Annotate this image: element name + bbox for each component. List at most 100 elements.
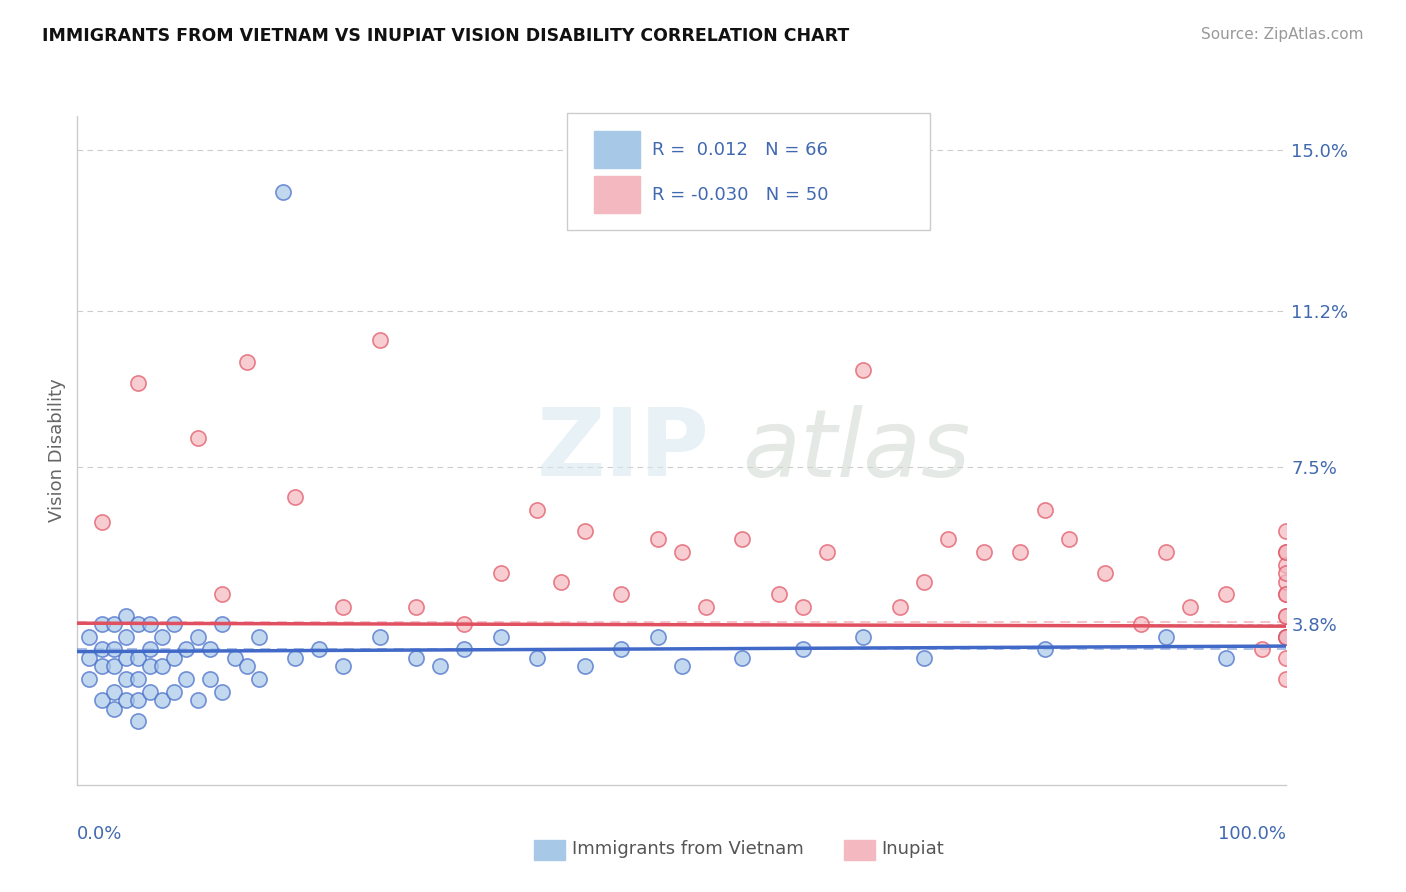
Point: [332, 659, 354, 673]
Point: [1275, 608, 1298, 623]
Point: [671, 545, 693, 559]
Point: [114, 630, 136, 644]
Point: [211, 617, 233, 632]
Text: 0.0%: 0.0%: [77, 825, 122, 843]
Point: [912, 574, 935, 589]
Point: [1215, 651, 1237, 665]
Point: [332, 600, 354, 615]
Point: [1275, 651, 1298, 665]
Point: [90, 659, 112, 673]
Point: [90, 642, 112, 657]
Point: [163, 651, 186, 665]
Point: [610, 587, 633, 601]
Point: [1154, 545, 1177, 559]
FancyBboxPatch shape: [567, 112, 929, 230]
Point: [127, 714, 149, 729]
Point: [247, 630, 270, 644]
Point: [574, 524, 596, 538]
Point: [103, 685, 125, 699]
Point: [647, 533, 669, 547]
Point: [1275, 587, 1298, 601]
Point: [1057, 533, 1080, 547]
Point: [574, 659, 596, 673]
Point: [610, 642, 633, 657]
Point: [768, 587, 790, 601]
Point: [79, 672, 101, 686]
Point: [792, 642, 814, 657]
Point: [1275, 587, 1298, 601]
Bar: [593, 131, 640, 169]
Point: [114, 672, 136, 686]
Point: [1275, 630, 1298, 644]
Point: [526, 502, 548, 516]
Point: [429, 659, 451, 673]
Point: [1275, 608, 1298, 623]
Point: [114, 608, 136, 623]
Point: [453, 617, 475, 632]
Point: [150, 630, 173, 644]
Point: [163, 617, 186, 632]
Point: [150, 659, 173, 673]
Point: [127, 693, 149, 707]
Point: [489, 630, 512, 644]
Point: [211, 685, 233, 699]
Point: [163, 685, 186, 699]
Point: [1275, 566, 1298, 581]
Point: [368, 334, 391, 348]
Point: [1275, 672, 1298, 686]
Point: [200, 672, 222, 686]
Point: [1275, 545, 1298, 559]
Point: [936, 533, 959, 547]
Text: Immigrants from Vietnam: Immigrants from Vietnam: [572, 840, 804, 858]
Point: [103, 617, 125, 632]
Point: [103, 702, 125, 716]
Point: [815, 545, 838, 559]
Text: ZIP: ZIP: [537, 404, 710, 497]
Point: [695, 600, 717, 615]
Point: [150, 693, 173, 707]
Text: Source: ZipAtlas.com: Source: ZipAtlas.com: [1201, 27, 1364, 42]
Point: [852, 363, 875, 377]
Point: [1033, 502, 1056, 516]
Point: [1094, 566, 1116, 581]
Point: [792, 600, 814, 615]
Point: [671, 659, 693, 673]
Point: [200, 642, 222, 657]
Point: [1275, 574, 1298, 589]
Text: Inupiat: Inupiat: [882, 840, 945, 858]
Point: [103, 642, 125, 657]
Point: [103, 659, 125, 673]
Point: [90, 617, 112, 632]
Point: [1154, 630, 1177, 644]
Text: 100.0%: 100.0%: [1219, 825, 1286, 843]
Bar: [593, 177, 640, 213]
Point: [235, 354, 257, 368]
Text: R =  0.012   N = 66: R = 0.012 N = 66: [652, 141, 828, 159]
Point: [405, 651, 427, 665]
Point: [127, 651, 149, 665]
Point: [211, 587, 233, 601]
Point: [647, 630, 669, 644]
Point: [139, 659, 162, 673]
Point: [1275, 630, 1298, 644]
Point: [271, 185, 294, 199]
Point: [1215, 587, 1237, 601]
Point: [139, 685, 162, 699]
Point: [139, 642, 162, 657]
Point: [526, 651, 548, 665]
Point: [912, 651, 935, 665]
Point: [174, 672, 197, 686]
Point: [1275, 558, 1298, 572]
Point: [224, 651, 246, 665]
Point: [731, 533, 754, 547]
Point: [284, 651, 307, 665]
Text: atlas: atlas: [742, 405, 970, 496]
Point: [1010, 545, 1032, 559]
Point: [489, 566, 512, 581]
Point: [852, 630, 875, 644]
Point: [550, 574, 572, 589]
Point: [1275, 630, 1298, 644]
Point: [139, 617, 162, 632]
Point: [90, 693, 112, 707]
Point: [187, 630, 209, 644]
